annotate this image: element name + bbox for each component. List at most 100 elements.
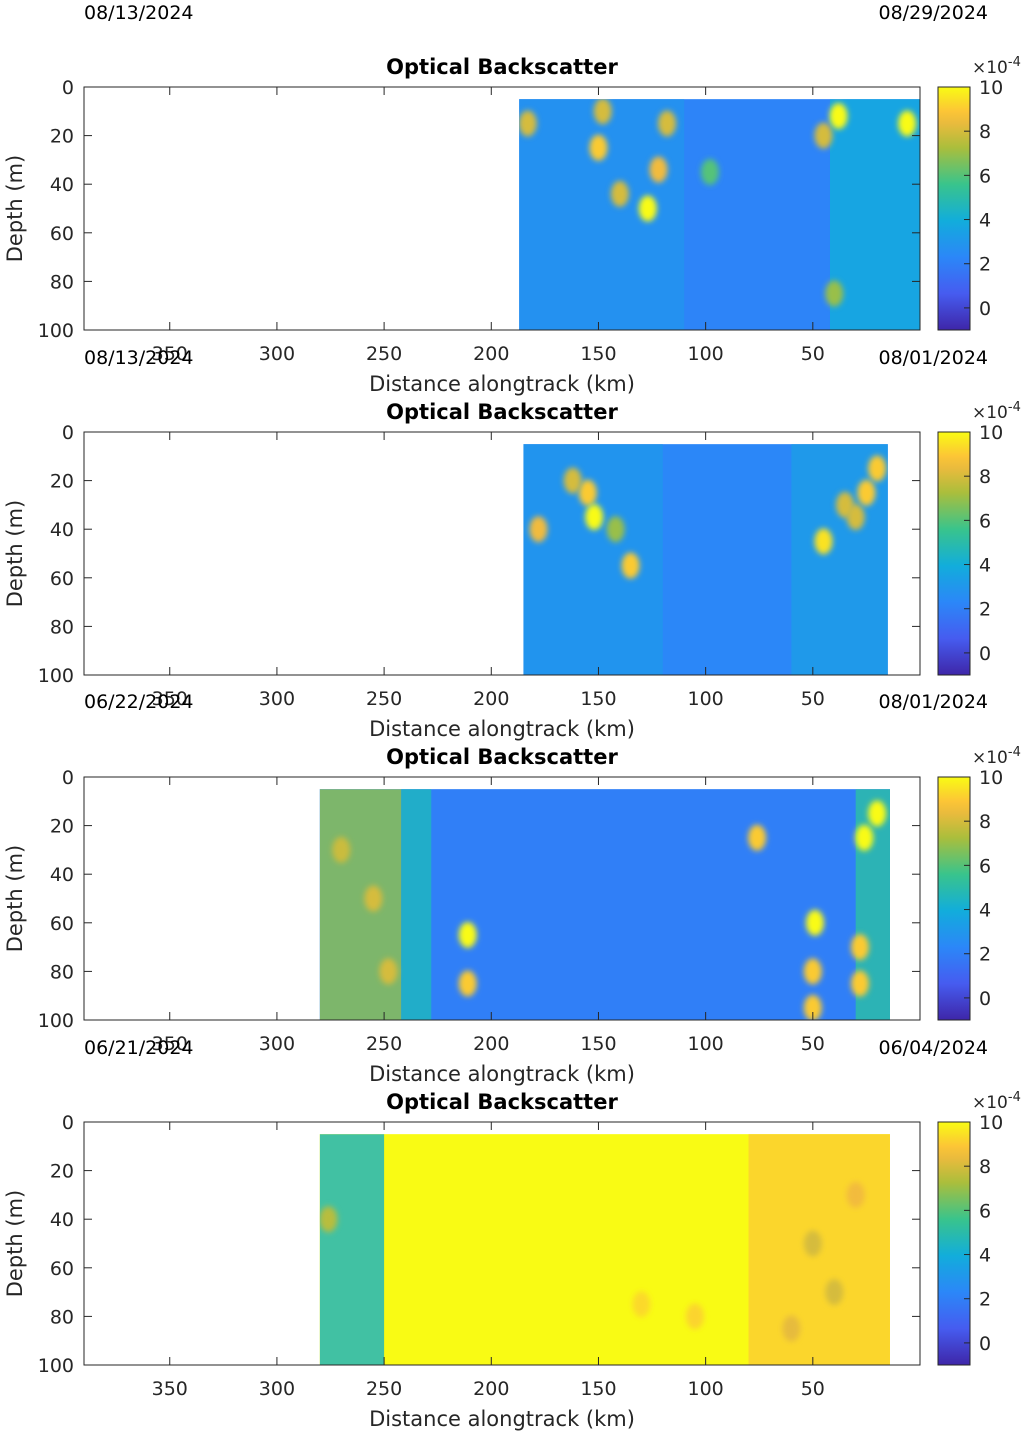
x-tick-label: 200	[473, 1033, 509, 1055]
y-tick-label: 80	[50, 961, 74, 983]
y-tick-label: 100	[38, 1010, 74, 1032]
spot	[593, 99, 612, 125]
spot	[332, 836, 351, 863]
band	[829, 99, 920, 331]
y-axis-label: Depth (m)	[3, 845, 27, 952]
colorbar-tick-label: 0	[979, 988, 991, 1010]
y-tick-label: 60	[50, 568, 74, 590]
colorbar	[937, 431, 971, 676]
spot	[850, 934, 869, 961]
spot	[458, 921, 477, 948]
colorbar-tick-label: 10	[979, 77, 1003, 99]
colorbar-tick-label: 4	[979, 210, 991, 232]
spot	[855, 824, 874, 851]
x-tick-label: 100	[688, 688, 724, 710]
colorbar-tick-label: 8	[979, 811, 991, 833]
y-axis-label: Depth (m)	[3, 155, 27, 262]
x-tick-label: 50	[801, 343, 825, 365]
start-date-label: 06/22/2024	[84, 691, 194, 713]
colorbar-tick-label: 8	[979, 1156, 991, 1178]
spot	[748, 824, 767, 851]
x-tick-label: 350	[152, 688, 188, 710]
start-date-label: 08/13/2024	[84, 2, 194, 24]
x-tick-label: 350	[152, 343, 188, 365]
spot	[563, 467, 582, 494]
spot	[319, 1206, 338, 1233]
x-tick-label: 100	[688, 343, 724, 365]
spot	[857, 479, 876, 506]
spot	[868, 800, 887, 827]
spot	[825, 280, 844, 307]
y-tick-label: 0	[62, 422, 74, 444]
spot	[846, 504, 865, 531]
spot	[814, 528, 833, 555]
x-tick-label: 150	[580, 1378, 616, 1400]
y-tick-label: 20	[50, 1161, 74, 1183]
colorbar-tick-label: 4	[979, 555, 991, 577]
y-tick-label: 100	[38, 665, 74, 687]
axes-box	[83, 1121, 921, 1366]
colorbar-tick-label: 2	[979, 599, 991, 621]
x-tick-label: 350	[152, 1033, 188, 1055]
axes-box	[83, 431, 921, 676]
spot	[814, 122, 833, 149]
y-tick-label: 20	[50, 471, 74, 493]
y-tick-label: 0	[62, 1112, 74, 1134]
colorbar-exponent-label: ×10-4	[972, 745, 1021, 768]
x-tick-label: 300	[259, 343, 295, 365]
x-tick-label: 200	[473, 343, 509, 365]
spot	[610, 180, 629, 207]
end-date-label: 08/01/2024	[878, 347, 988, 369]
x-tick-label: 100	[688, 1033, 724, 1055]
x-tick-label: 250	[366, 1033, 402, 1055]
colorbar-tick-label: 8	[979, 121, 991, 143]
x-tick-label: 150	[580, 1033, 616, 1055]
spot	[638, 195, 657, 222]
colorbar-tick-label: 10	[979, 422, 1003, 444]
colorbar-tick-label: 6	[979, 1200, 991, 1222]
spot	[846, 1181, 865, 1208]
y-tick-label: 60	[50, 913, 74, 935]
colorbar-exponent-label: ×10-4	[972, 55, 1021, 78]
chart-title: Optical Backscatter	[386, 745, 618, 769]
spot	[364, 885, 383, 912]
spot	[803, 994, 822, 1021]
colorbar-tick-label: 8	[979, 466, 991, 488]
y-tick-label: 20	[50, 816, 74, 838]
x-tick-label: 250	[366, 1378, 402, 1400]
spot	[519, 110, 537, 137]
spot	[782, 1315, 801, 1342]
x-axis-label: Distance alongtrack (km)	[369, 1062, 635, 1086]
colorbar-tick-label: 0	[979, 643, 991, 665]
x-tick-label: 200	[473, 1378, 509, 1400]
x-axis-label: Distance alongtrack (km)	[369, 717, 635, 741]
y-tick-label: 60	[50, 223, 74, 245]
chart-title: Optical Backscatter	[386, 1090, 618, 1114]
end-date-label: 08/01/2024	[878, 691, 988, 713]
y-tick-label: 40	[50, 1209, 74, 1231]
y-tick-label: 0	[62, 77, 74, 99]
spot	[632, 1291, 651, 1318]
y-tick-label: 40	[50, 864, 74, 886]
colorbar-tick-label: 0	[979, 298, 991, 320]
band	[401, 789, 432, 1020]
y-tick-label: 40	[50, 174, 74, 196]
y-tick-label: 80	[50, 271, 74, 293]
colorbar-tick-label: 10	[979, 767, 1003, 789]
x-tick-label: 50	[801, 1378, 825, 1400]
spot	[649, 156, 668, 183]
spot	[578, 479, 597, 506]
colorbar	[937, 1121, 971, 1366]
spot	[868, 455, 887, 482]
x-tick-label: 350	[152, 1378, 188, 1400]
x-tick-label: 100	[688, 1378, 724, 1400]
y-tick-label: 60	[50, 1258, 74, 1280]
x-tick-label: 200	[473, 688, 509, 710]
spot	[458, 970, 477, 997]
x-axis-label: Distance alongtrack (km)	[369, 372, 635, 396]
